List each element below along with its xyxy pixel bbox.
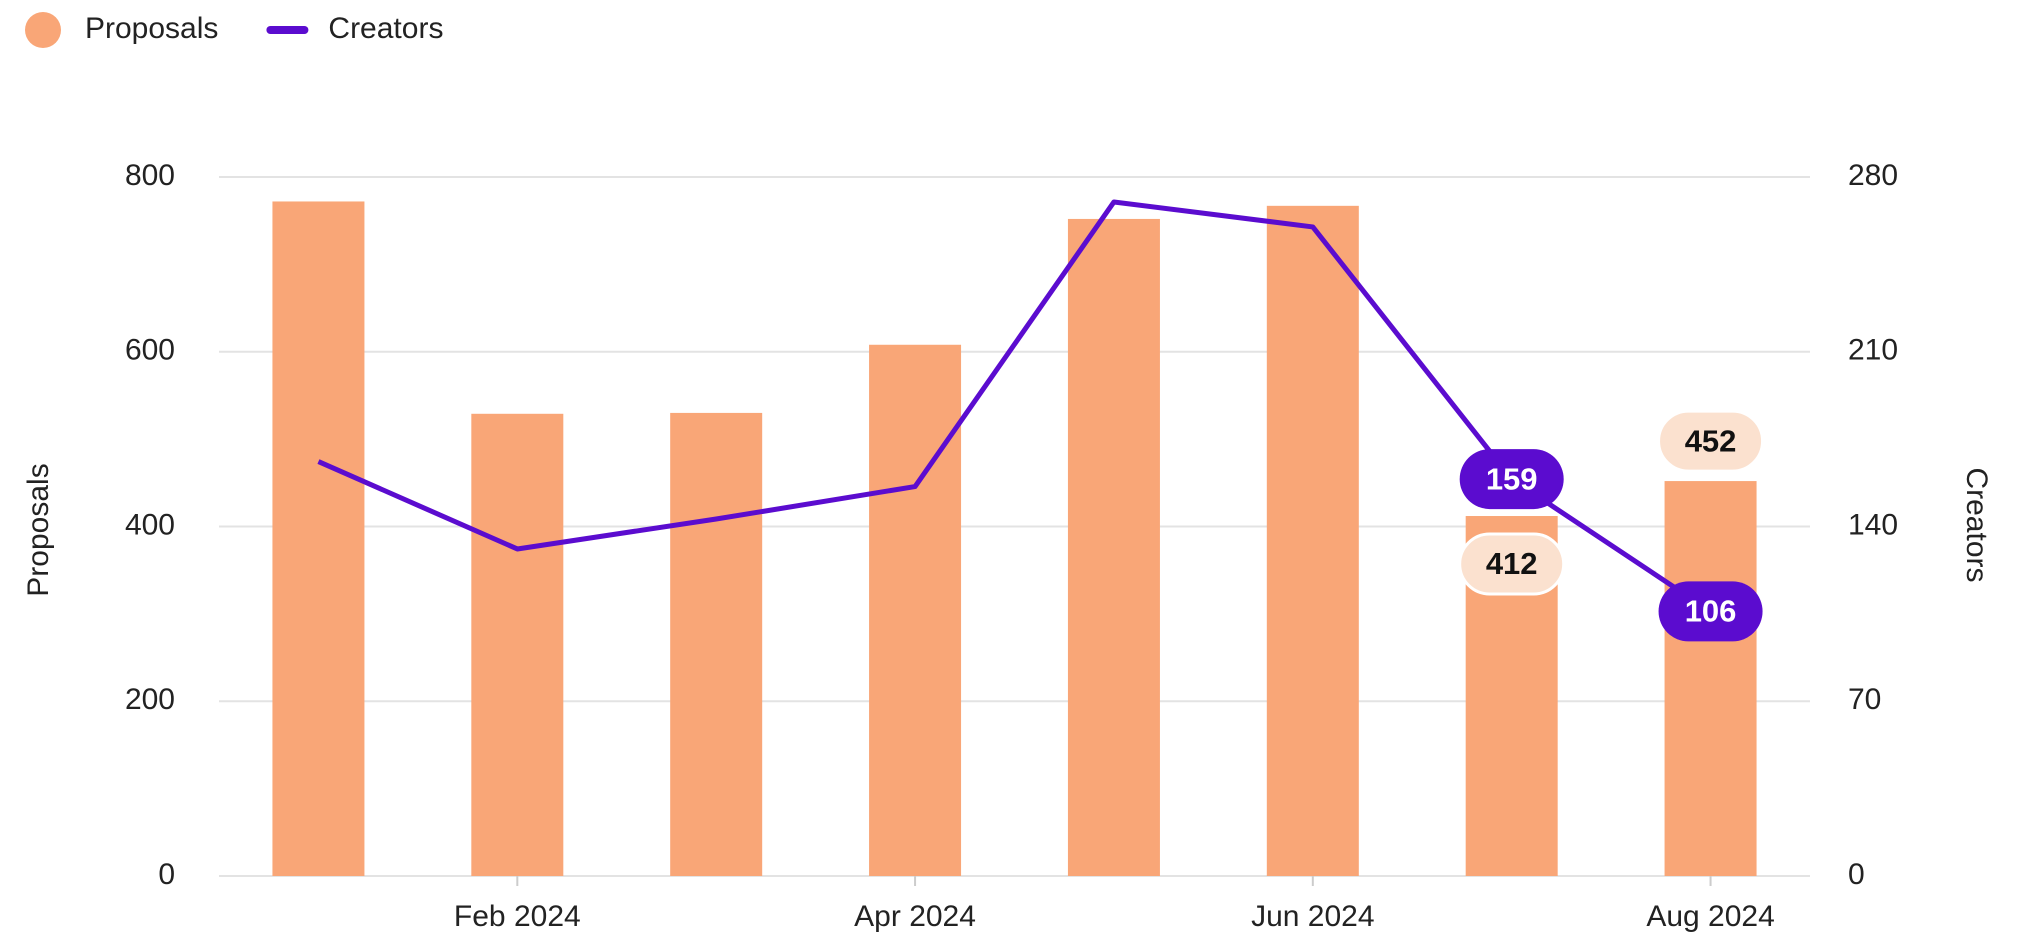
- y-tick-label: 600: [125, 334, 175, 367]
- legend-label: Creators: [328, 12, 443, 45]
- y-axis-label: Proposals: [22, 463, 55, 596]
- data-label-bg: [1658, 581, 1763, 642]
- data-label-bg: [1458, 532, 1566, 596]
- data-label: 412: [1458, 532, 1566, 596]
- bar: [869, 344, 962, 876]
- y2-tick-label: 210: [1848, 334, 1898, 367]
- y-tick-label: 200: [125, 683, 175, 716]
- x-tick-label: Apr 2024: [854, 900, 976, 933]
- y2-axis-label: Creators: [1960, 467, 1993, 582]
- x-tick-label: Aug 2024: [1646, 900, 1774, 933]
- bar: [1067, 218, 1160, 876]
- data-label-text: 159: [1486, 461, 1538, 496]
- data-label-text: 452: [1685, 423, 1737, 458]
- y2-tick-label: 0: [1848, 858, 1865, 891]
- bar: [670, 412, 763, 876]
- y2-tick-label: 140: [1848, 508, 1898, 541]
- data-label-bg: [1657, 409, 1765, 473]
- data-label-text: 412: [1486, 546, 1538, 581]
- legend-swatch: [25, 12, 61, 48]
- y2-tick-label: 280: [1848, 159, 1898, 192]
- bar: [471, 413, 564, 876]
- data-label: 159: [1459, 449, 1564, 510]
- data-label-bg: [1459, 449, 1564, 510]
- y2-tick-label: 70: [1848, 683, 1881, 716]
- x-tick-label: Jun 2024: [1251, 900, 1374, 933]
- x-tick-label: Feb 2024: [454, 900, 581, 933]
- data-label: 452: [1657, 409, 1765, 473]
- y-tick-label: 400: [125, 508, 175, 541]
- data-label: 106: [1658, 581, 1763, 642]
- y-tick-label: 0: [158, 858, 175, 891]
- bar: [272, 201, 365, 877]
- y-tick-label: 800: [125, 159, 175, 192]
- bar: [1664, 481, 1757, 876]
- bar: [1266, 205, 1359, 877]
- legend-label: Proposals: [85, 12, 218, 45]
- data-label-text: 106: [1685, 594, 1737, 629]
- line: [317, 199, 1712, 614]
